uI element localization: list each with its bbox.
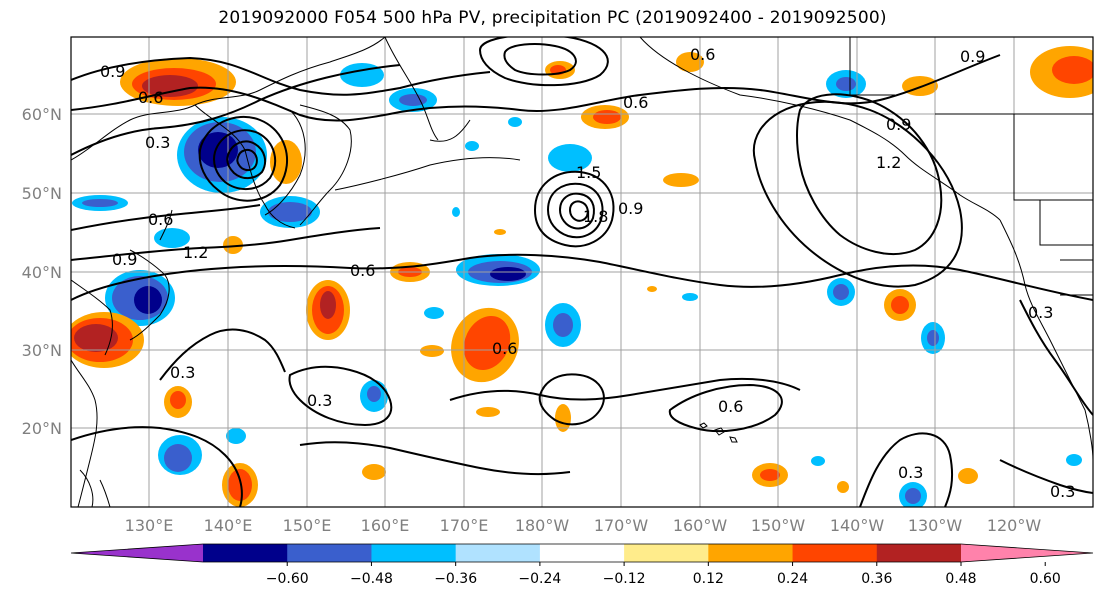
contour-label: 0.3 <box>1050 482 1075 501</box>
lon-label: 140°E <box>204 516 253 535</box>
longitude-labels: 130°E 140°E 150°E 160°E 170°E 180°W 170°… <box>125 516 1042 535</box>
lat-label: 40°N <box>22 263 62 282</box>
colorbar: −0.60 −0.48 −0.36 −0.24 −0.12 0.12 0.24 0.36 0.4… <box>70 543 1094 587</box>
contour-label: 0.9 <box>112 250 137 269</box>
colorbar-tick-label: −0.60 <box>266 571 309 587</box>
coastlines <box>71 37 1093 507</box>
gridlines <box>71 37 1093 507</box>
map-title: 2019092000 F054 500 hPa PV, precipitatio… <box>218 8 887 28</box>
contour-label: 1.8 <box>583 207 608 226</box>
contour-label: 0.6 <box>350 261 375 280</box>
lon-label: 130°E <box>125 516 174 535</box>
contour-label: 0.3 <box>898 463 923 482</box>
contour-label: 0.9 <box>960 47 985 66</box>
colorbar-extend-low <box>71 544 203 562</box>
contour-label: 0.9 <box>886 115 911 134</box>
lat-label: 50°N <box>22 184 62 203</box>
contour-label: 0.6 <box>138 88 163 107</box>
contour-label: 1.5 <box>576 163 601 182</box>
colorbar-tick-label: 0.36 <box>861 571 892 587</box>
contour-label: 0.6 <box>718 397 743 416</box>
lon-label: 120°W <box>987 516 1042 535</box>
pv-contour-labels: 0.9 0.6 0.3 0.6 0.9 1.2 0.6 0.3 0.6 0.3 … <box>100 45 1075 501</box>
contour-label: 0.6 <box>623 93 648 112</box>
colorbar-segment <box>624 544 709 562</box>
lat-label: 60°N <box>22 105 62 124</box>
colorbar-segment <box>708 544 794 562</box>
colorbar-segment <box>539 544 625 562</box>
map-frame <box>70 36 1094 508</box>
contour-label: 0.6 <box>492 339 517 358</box>
pv-contours <box>71 37 1093 507</box>
lat-label: 30°N <box>22 341 62 360</box>
lon-label: 170°E <box>440 516 489 535</box>
contour-label: 0.3 <box>1028 303 1053 322</box>
colorbar-segment <box>287 544 372 562</box>
colorbar-tick-label: 0.12 <box>693 571 724 587</box>
colorbar-extend-high <box>961 544 1093 562</box>
lon-label: 160°W <box>673 516 728 535</box>
contour-label: 1.2 <box>183 243 208 262</box>
contour-label: 0.3 <box>170 363 195 382</box>
lon-label: 170°W <box>594 516 649 535</box>
colorbar-segment <box>876 544 962 562</box>
colorbar-outline <box>70 543 1094 563</box>
contour-label: 0.3 <box>307 391 332 410</box>
lon-label: 140°W <box>830 516 885 535</box>
colorbar-segment <box>455 544 541 562</box>
contour-label: 0.6 <box>148 210 173 229</box>
contour-label: 0.6 <box>690 45 715 64</box>
colorbar-tick-label: 0.60 <box>1030 571 1061 587</box>
contour-label: 0.9 <box>618 199 643 218</box>
colorbar-tick-label: −0.36 <box>434 571 477 587</box>
lon-label: 160°E <box>361 516 410 535</box>
lon-label: 150°E <box>283 516 332 535</box>
lon-label: 130°W <box>908 516 963 535</box>
colorbar-tick-label: 0.48 <box>945 571 976 587</box>
colorbar-tick-label: 0.24 <box>777 571 808 587</box>
colorbar-tick-label: −0.12 <box>603 571 646 587</box>
colorbar-tick-label: −0.48 <box>350 571 393 587</box>
colorbar-segment <box>203 544 288 562</box>
lon-label: 150°W <box>751 516 806 535</box>
latitude-labels: 60°N 50°N 40°N 30°N 20°N <box>22 105 62 438</box>
colorbar-segment <box>371 544 457 562</box>
contour-label: 1.2 <box>876 153 901 172</box>
contour-label: 0.3 <box>145 133 170 152</box>
contour-label: 0.9 <box>100 62 125 81</box>
lon-label: 180°W <box>515 516 570 535</box>
colorbar-segment <box>792 544 878 562</box>
lat-label: 20°N <box>22 419 62 438</box>
colorbar-tick-label: −0.24 <box>518 571 561 587</box>
